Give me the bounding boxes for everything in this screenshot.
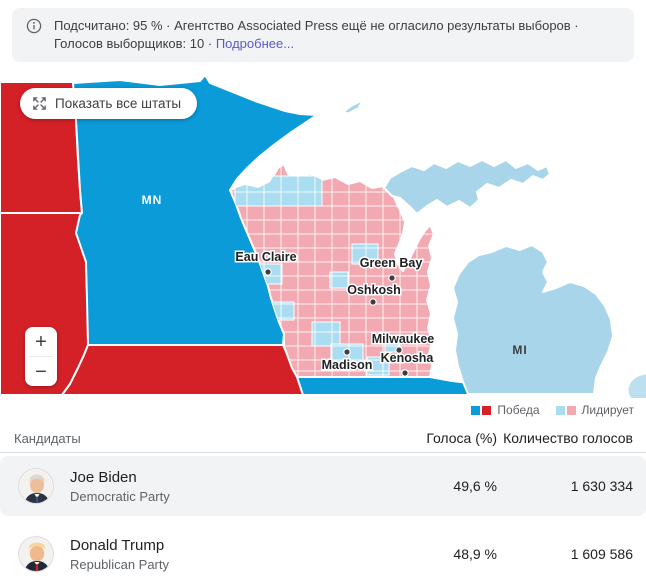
info-text: Подсчитано: 95 % · Агентство Associated … [54,18,579,51]
info-banner: Подсчитано: 95 % · Агентство Associated … [12,8,634,62]
madison-dot [343,348,351,356]
results-table-header: Кандидаты Голоса (%) Количество голосов [0,424,646,453]
legend-win-group: Победа [471,403,540,417]
city-label-eau-claire: Eau Claire [235,250,296,264]
green-bay-dot [388,274,396,282]
header-votes-pct: Голоса (%) [426,430,497,446]
city-label-green-bay: Green Bay [360,256,423,270]
expand-icon [33,97,46,110]
city-label-milwaukee: Milwaukee [372,332,435,346]
candidate-pct: 48,9 % [453,546,497,562]
trump-avatar [18,536,54,572]
candidate-row-biden: Joe Biden Democratic Party 49,6 % 1 630 … [0,456,646,516]
lead-dem-swatch [555,405,565,415]
map-legend: Победа Лидирует [0,398,646,422]
candidate-party: Democratic Party [70,488,170,504]
legend-lead-group: Лидирует [555,403,634,417]
state-label-mn: MN [142,193,163,207]
lead-rep-swatch [566,405,576,415]
map-zoom-control: + − [25,327,57,386]
info-icon [26,18,42,34]
candidate-name: Donald Trump [70,536,165,554]
win-dem-swatch [471,405,481,415]
zoom-in-button[interactable]: + [25,327,57,356]
candidate-votes: 1 609 586 [570,546,633,562]
map-canvas[interactable]: Eau Claire Green Bay Oshkosh Milwaukee M… [0,72,646,398]
legend-lead-label: Лидирует [581,403,634,417]
candidate-name: Joe Biden [70,468,137,486]
eau-claire-dot [264,268,272,276]
state-iowa [61,344,308,396]
show-all-states-label: Показать все штаты [55,96,182,111]
candidate-party: Republican Party [70,556,169,572]
milwaukee-dot [395,346,403,354]
header-candidates: Кандидаты [14,430,81,446]
legend-win-label: Победа [497,403,540,417]
header-votes-total: Количество голосов [503,430,633,446]
kenosha-dot [401,369,409,377]
candidate-votes: 1 630 334 [570,478,633,494]
state-michigan [343,100,646,398]
show-all-states-button[interactable]: Показать все штаты [20,88,198,119]
candidate-row-trump: Donald Trump Republican Party 48,9 % 1 6… [0,524,646,581]
city-label-kenosha: Kenosha [381,351,435,365]
city-label-madison: Madison [322,358,373,372]
zoom-out-button[interactable]: − [25,357,57,386]
election-map[interactable]: Eau Claire Green Bay Oshkosh Milwaukee M… [0,72,646,398]
county-grid-lines [230,191,434,372]
city-dots [264,268,409,377]
win-rep-swatch [482,405,492,415]
oshkosh-dot [369,298,377,306]
more-link[interactable]: Подробнее... [215,36,295,51]
city-label-oshkosh: Oshkosh [347,283,401,297]
zoom-separator [29,356,53,357]
biden-avatar [18,468,54,504]
candidate-pct: 49,6 % [453,478,497,494]
state-label-mi: MI [512,343,527,357]
